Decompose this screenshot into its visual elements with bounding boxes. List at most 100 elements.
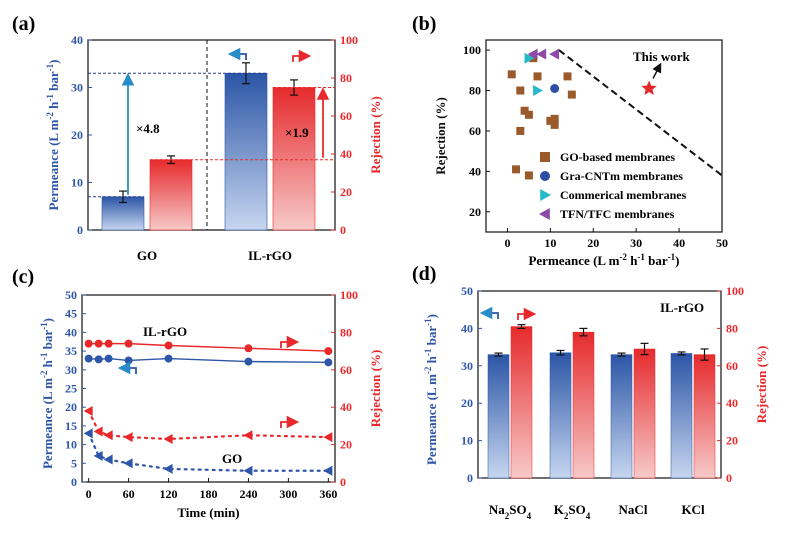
data-point-commercial	[533, 85, 543, 97]
panel-b: (b) 0 10 20 30 40 50 20 40 60 80 100 Permeance (L m-…	[412, 13, 728, 268]
data-point	[103, 430, 113, 441]
x-tick-label: 30	[630, 236, 642, 250]
bar-rejection	[572, 331, 595, 479]
data-point	[324, 347, 333, 356]
legend-label: Commerical membranes	[560, 188, 687, 202]
y-axis-left-tick-label: 5	[71, 456, 77, 470]
series-line	[87, 342, 330, 352]
data-point-go-based	[512, 165, 521, 174]
y-axis-right-tick-label: 100	[340, 33, 358, 47]
data-point	[104, 354, 113, 363]
bar-permeance	[101, 196, 145, 231]
y-axis-left-tick-label: 20	[71, 128, 83, 142]
plot-frame	[81, 294, 336, 483]
data-point-go-based	[516, 126, 525, 135]
data-point	[124, 339, 133, 348]
y-axis-left-tick-label: 50	[461, 284, 473, 298]
data-point	[163, 433, 173, 444]
y-axis-right-tick-label: 0	[340, 475, 346, 489]
panel-d: (d) 0 10 20 30 40 50 0 20 40 60 80 100 Permeance (L m…	[412, 263, 769, 521]
y-axis-right-tick-label: 80	[340, 325, 352, 339]
fold-annotation: ×4.8	[136, 121, 160, 136]
y-axis-left-tick-label: 30	[461, 359, 473, 373]
category-label: K2SO4	[554, 502, 591, 521]
data-point	[244, 344, 253, 353]
category-label: KCl	[681, 502, 705, 517]
x-axis-title: Permeance (L m-2 h-1 bar-1)	[528, 252, 679, 268]
y-axis-right-title: Rejection (%)	[368, 96, 383, 174]
bar-rejection	[510, 326, 533, 479]
y-axis-right-tick-label: 0	[340, 223, 346, 237]
y-axis-right-tick-label: 100	[340, 288, 358, 302]
this-work-label: This work	[633, 49, 690, 64]
series-line	[87, 432, 330, 472]
y-axis-left-tick-label: 10	[461, 434, 473, 448]
y-tick-label: 80	[469, 84, 481, 98]
data-point	[324, 358, 333, 367]
data-point-this-work	[641, 80, 657, 95]
y-axis-right-tick-label: 20	[726, 434, 738, 448]
x-tick-label: 300	[279, 487, 297, 501]
y-axis-left-tick-label: 40	[461, 321, 473, 335]
data-point	[123, 458, 133, 469]
x-tick-label: 120	[160, 487, 178, 501]
data-point-go-based	[550, 114, 559, 123]
bar-permeance	[487, 354, 510, 479]
panel-label: (a)	[12, 13, 35, 35]
panel-label: (c)	[12, 266, 34, 288]
axis-indicator-arrow	[117, 361, 137, 375]
y-axis-right-tick-label: 80	[340, 71, 352, 85]
panel-a: (a) 0 10 20 30 40 0 20 40 60 80 100 Permeance (L m-2…	[12, 13, 383, 263]
y-axis-left-tick-label: 30	[65, 363, 77, 377]
legend-label: Gra-CNTm membranes	[560, 169, 683, 183]
legend-marker	[539, 208, 550, 220]
y-axis-right-tick-label: 80	[726, 321, 738, 335]
data-point	[164, 341, 173, 350]
bar-rejection	[693, 354, 716, 479]
data-point-commercial	[524, 52, 535, 64]
x-tick-label: 40	[673, 236, 685, 250]
data-point	[83, 428, 93, 439]
panel-label: (d)	[412, 263, 436, 285]
data-point-go-based	[524, 110, 533, 119]
y-axis-left-tick-label: 0	[467, 471, 473, 485]
data-point-go-based	[516, 86, 525, 95]
y-axis-left-tick-label: 10	[65, 438, 77, 452]
y-axis-right-tick-label: 0	[726, 471, 732, 485]
data-point	[93, 450, 103, 461]
y-axis-left-tick-label: 20	[65, 400, 77, 414]
y-axis-right-title: Rejection (%)	[754, 346, 769, 424]
x-tick-label: 360	[319, 487, 337, 501]
data-point	[244, 357, 253, 366]
y-axis-right-tick-label: 40	[726, 396, 738, 410]
y-axis-title: Rejection (%)	[433, 97, 448, 175]
y-axis-left-tick-label: 40	[65, 325, 77, 339]
data-point-go-based	[533, 72, 542, 81]
y-axis-left-tick-label: 30	[71, 81, 83, 95]
this-work-arrow	[652, 62, 662, 79]
data-point-go-based	[563, 72, 572, 81]
y-axis-left-tick-label: 15	[65, 419, 77, 433]
legend-marker	[540, 171, 550, 181]
data-point	[93, 426, 103, 437]
series-label-go: GO	[222, 451, 242, 466]
series-label-il-rgo: IL-rGO	[143, 324, 187, 339]
axis-indicator-arrow	[517, 307, 537, 321]
y-axis-left-tick-label: 40	[71, 33, 83, 47]
y-axis-left-tick-label: 25	[65, 382, 77, 396]
category-label: IL-rGO	[248, 248, 292, 263]
y-axis-left-tick-label: 0	[77, 223, 83, 237]
x-tick-label: 10	[544, 236, 556, 250]
y-axis-right-tick-label: 20	[340, 438, 352, 452]
y-axis-right-tick-label: 100	[726, 284, 744, 298]
y-axis-left-title: Permeance (L m-2 h-1 bar-1)	[39, 318, 55, 469]
data-point-go-based	[524, 171, 533, 180]
axis-indicator-arrow	[479, 306, 499, 320]
data-point-tfn-tfc	[549, 48, 560, 60]
data-point	[94, 355, 103, 364]
y-tick-label: 20	[469, 205, 481, 219]
data-point-go-based	[550, 120, 559, 129]
x-tick-label: 60	[123, 487, 135, 501]
y-axis-left-title: Permeance (L m-2 h-1 bar-1)	[45, 59, 61, 210]
